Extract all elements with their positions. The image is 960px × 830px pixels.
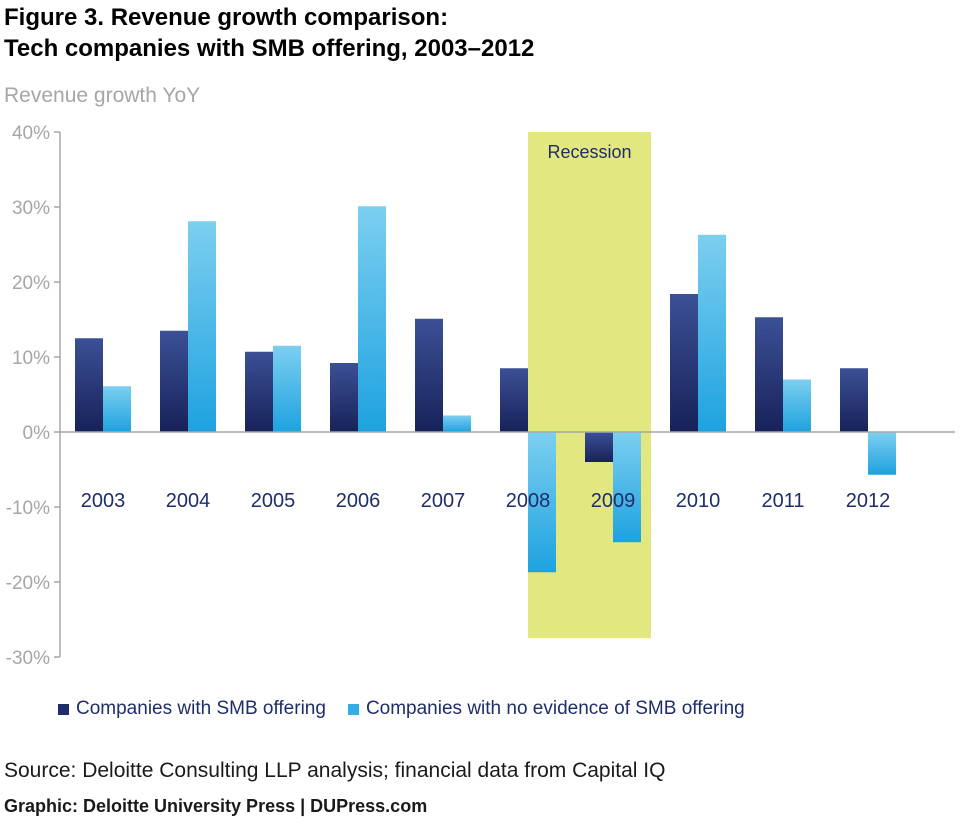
legend-item-no-smb: Companies with no evidence of SMB offeri… bbox=[347, 698, 745, 720]
chart-title: Figure 3. Revenue growth comparison: Tec… bbox=[4, 2, 534, 64]
x-tick-label: 2007 bbox=[421, 490, 466, 512]
x-tick-label: 2012 bbox=[846, 490, 891, 512]
bar-smb bbox=[585, 432, 613, 462]
legend-item-smb: Companies with SMB offering bbox=[58, 698, 326, 720]
x-tick-label: 2010 bbox=[676, 490, 721, 512]
legend-label-smb: Companies with SMB offering bbox=[76, 698, 326, 719]
bar-smb bbox=[755, 317, 783, 432]
bar-no-smb bbox=[443, 415, 471, 432]
legend-label-no-smb: Companies with no evidence of SMB offeri… bbox=[365, 698, 745, 719]
bar-chart: Recession 40% 30% 20% 10% 0% -10% -20% -30% 2003 2… bbox=[6, 123, 955, 669]
y-tick-label: -10% bbox=[6, 498, 50, 519]
credit-line: Graphic: Deloitte University Press | DUP… bbox=[4, 796, 428, 816]
chart-title-line-1: Figure 3. Revenue growth comparison: bbox=[4, 4, 449, 31]
x-tick-label: 2005 bbox=[251, 490, 296, 512]
legend: Companies with SMB offering Companies wi… bbox=[58, 698, 767, 720]
bar-smb bbox=[415, 318, 443, 432]
bar-no-smb bbox=[528, 432, 556, 573]
bar-no-smb bbox=[103, 386, 131, 432]
bar-smb bbox=[75, 338, 103, 432]
x-tick-label: 2004 bbox=[166, 490, 211, 512]
x-tick-label: 2011 bbox=[761, 490, 804, 512]
bar-no-smb bbox=[868, 432, 896, 475]
bar-no-smb bbox=[698, 234, 726, 432]
y-tick-label: 30% bbox=[12, 198, 50, 219]
bar-no-smb bbox=[783, 379, 811, 432]
x-tick-label: 2003 bbox=[81, 490, 126, 512]
y-tick-label: 40% bbox=[12, 123, 50, 144]
y-tick-label: 0% bbox=[23, 423, 51, 444]
bar-no-smb bbox=[358, 206, 386, 432]
bar-smb bbox=[840, 368, 868, 432]
bar-no-smb bbox=[273, 345, 301, 432]
x-tick-label: 2006 bbox=[336, 490, 381, 512]
bar-smb bbox=[670, 294, 698, 432]
y-tick-label: 10% bbox=[12, 348, 50, 369]
bar-smb bbox=[500, 368, 528, 432]
bar-smb bbox=[245, 351, 273, 432]
bar-no-smb bbox=[188, 221, 216, 432]
y-axis-label: Revenue growth YoY bbox=[4, 84, 201, 107]
bar-no-smb bbox=[613, 432, 641, 543]
y-tick-label: 20% bbox=[12, 273, 50, 294]
legend-swatch-no-smb bbox=[347, 703, 359, 715]
x-tick-label: 2008 bbox=[506, 490, 551, 512]
chart-title-line-2: Tech companies with SMB offering, 2003–2… bbox=[4, 35, 535, 62]
recession-label: Recession bbox=[547, 142, 631, 162]
x-tick-label: 2009 bbox=[591, 490, 636, 512]
bar-smb bbox=[160, 330, 188, 432]
bar-smb bbox=[330, 363, 358, 432]
y-tick-label: -30% bbox=[6, 648, 50, 669]
source-note: Source: Deloitte Consulting LLP analysis… bbox=[4, 759, 666, 782]
y-tick-label: -20% bbox=[6, 573, 50, 594]
legend-swatch-smb bbox=[58, 703, 69, 715]
